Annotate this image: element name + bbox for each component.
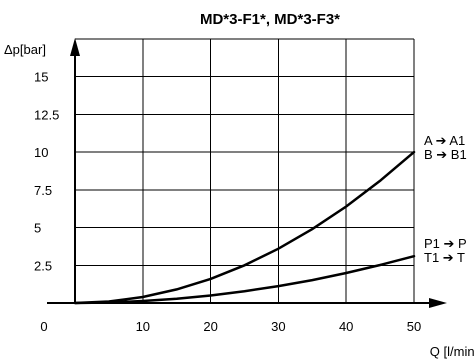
curves	[73, 150, 416, 305]
x-axis-arrow	[429, 298, 447, 308]
series-label: B ➔ B1	[424, 147, 467, 162]
y-axis-label: Δp[bar]	[4, 42, 46, 57]
x-tick-label: 0	[40, 319, 47, 334]
series-label: A ➔ A1	[424, 133, 465, 148]
x-tick-label: 20	[203, 319, 217, 334]
x-tick-label: 50	[407, 319, 421, 334]
series-label: P1 ➔ P	[424, 236, 467, 251]
grid	[75, 38, 415, 303]
y-tick-label: 5	[34, 221, 41, 236]
y-tick-label: 12.5	[34, 107, 59, 122]
series-line-0	[73, 150, 416, 305]
chart-title: MD*3-F1*, MD*3-F3*	[200, 11, 340, 28]
tick-labels: 0 10 20 30 40 50 2.5 5 7.5 10 12.5 15	[34, 70, 421, 334]
x-tick-label: 30	[271, 319, 285, 334]
series-labels: A ➔ A1B ➔ B1 P1 ➔ PT1 ➔ T	[424, 133, 467, 265]
series-label: T1 ➔ T	[424, 250, 465, 265]
series-line-1	[73, 254, 416, 305]
y-axis-arrow	[70, 38, 80, 56]
y-tick-label: 15	[34, 70, 48, 85]
x-axis-label: Q [l/min]	[430, 344, 474, 359]
y-tick-label: 7.5	[34, 183, 52, 198]
y-tick-label: 10	[34, 145, 48, 160]
x-tick-label: 10	[136, 319, 150, 334]
axes	[47, 38, 447, 308]
x-tick-label: 40	[339, 319, 353, 334]
y-tick-label: 2.5	[34, 258, 52, 273]
